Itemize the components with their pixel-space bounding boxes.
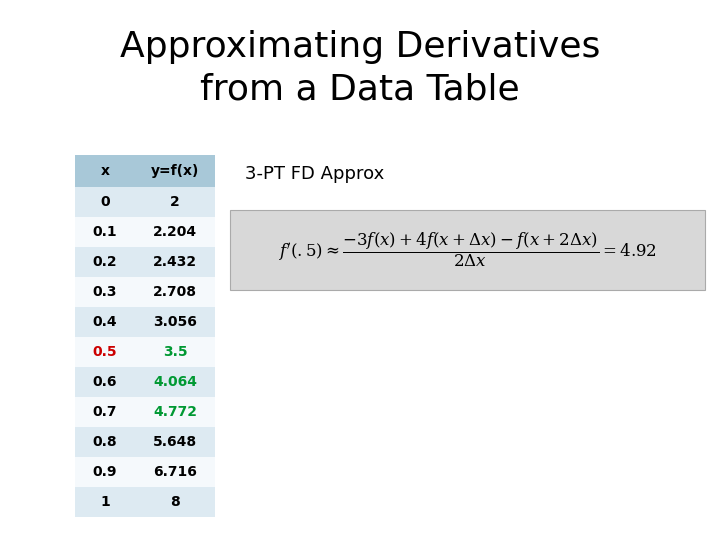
Bar (75, 187, 135, 217)
Text: 0.1: 0.1 (93, 225, 117, 239)
Bar (135, 155, 215, 187)
Bar (135, 367, 215, 397)
Bar (75, 337, 135, 367)
Bar (75, 277, 135, 307)
Bar (75, 307, 135, 337)
Text: 2.708: 2.708 (153, 285, 197, 299)
Bar (75, 217, 135, 247)
Bar (75, 487, 135, 517)
Text: 0.2: 0.2 (93, 255, 117, 269)
Text: 0: 0 (100, 195, 110, 209)
Bar (135, 337, 215, 367)
Text: 8: 8 (170, 495, 180, 509)
Text: 3.056: 3.056 (153, 315, 197, 329)
Bar (75, 247, 135, 277)
Bar (135, 427, 215, 457)
Bar (135, 487, 215, 517)
Text: 3.5: 3.5 (163, 345, 187, 359)
Text: 2.204: 2.204 (153, 225, 197, 239)
Bar (75, 367, 135, 397)
Bar (230, 210, 705, 290)
Text: 0.7: 0.7 (93, 405, 117, 419)
Text: x: x (101, 164, 109, 178)
Text: 5.648: 5.648 (153, 435, 197, 449)
Text: 2.432: 2.432 (153, 255, 197, 269)
Text: 0.3: 0.3 (93, 285, 117, 299)
Text: 2: 2 (170, 195, 180, 209)
Bar (135, 397, 215, 427)
Text: 1: 1 (100, 495, 110, 509)
Text: 4.772: 4.772 (153, 405, 197, 419)
Text: $f'(.5)\approx\dfrac{-3f(x)+4f(x+\Delta x)-f(x+2\Delta x)}{2\Delta x}=4.92$: $f'(.5)\approx\dfrac{-3f(x)+4f(x+\Delta … (278, 231, 657, 269)
Bar (75, 427, 135, 457)
Text: Approximating Derivatives
from a Data Table: Approximating Derivatives from a Data Ta… (120, 30, 600, 106)
Text: 0.4: 0.4 (93, 315, 117, 329)
Bar (75, 155, 135, 187)
Bar (135, 277, 215, 307)
Text: 0.9: 0.9 (93, 465, 117, 479)
Bar (135, 217, 215, 247)
Bar (135, 247, 215, 277)
Text: 0.8: 0.8 (93, 435, 117, 449)
Text: 6.716: 6.716 (153, 465, 197, 479)
Text: 0.6: 0.6 (93, 375, 117, 389)
Text: y=f(x): y=f(x) (150, 164, 199, 178)
Text: 0.5: 0.5 (93, 345, 117, 359)
Bar (135, 187, 215, 217)
Text: 3-PT FD Approx: 3-PT FD Approx (245, 165, 384, 183)
Bar (135, 307, 215, 337)
Bar (75, 457, 135, 487)
Bar (135, 457, 215, 487)
Text: 4.064: 4.064 (153, 375, 197, 389)
Bar (75, 397, 135, 427)
